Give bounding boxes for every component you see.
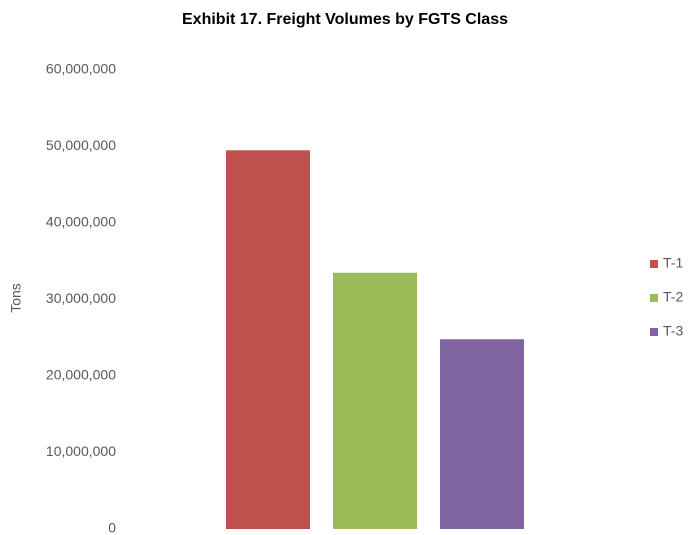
legend-label: T-3 — [663, 323, 683, 339]
legend-label: T-1 — [663, 255, 683, 271]
y-tick-label: 60,000,000 — [46, 61, 116, 77]
legend-label: T-2 — [663, 289, 683, 305]
bar — [226, 150, 310, 529]
bar — [333, 272, 417, 529]
y-tick-label: 50,000,000 — [46, 137, 116, 153]
y-tick-label: 30,000,000 — [46, 290, 116, 306]
legend-swatch — [650, 328, 658, 336]
legend-swatch — [650, 260, 658, 268]
y-tick-label: 10,000,000 — [46, 443, 116, 459]
legend-swatch — [650, 294, 658, 302]
chart-title: Exhibit 17. Freight Volumes by FGTS Clas… — [182, 11, 508, 28]
bar — [440, 339, 524, 529]
y-tick-label: 0 — [108, 520, 116, 535]
y-tick-label: 20,000,000 — [46, 367, 116, 383]
y-tick-label: 40,000,000 — [46, 214, 116, 230]
y-axis-label: Tons — [8, 283, 24, 313]
